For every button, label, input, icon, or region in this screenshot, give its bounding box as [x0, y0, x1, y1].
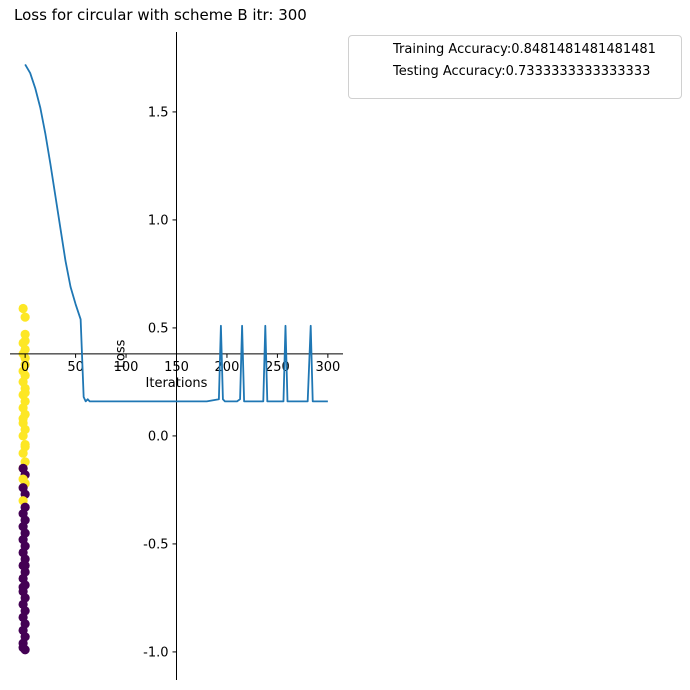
y-tick-label: 1.0 — [148, 213, 169, 228]
x-axis-label: Iterations — [146, 376, 208, 391]
x-tick-label: 300 — [315, 360, 340, 375]
y-tick-label: -0.5 — [143, 537, 168, 552]
legend: Training Accuracy:0.8481481481481481 Tes… — [348, 35, 682, 99]
legend-entry-training: Training Accuracy:0.8481481481481481 — [393, 42, 656, 57]
scatter-point — [18, 463, 28, 473]
scatter-layer — [18, 303, 30, 655]
loss-series-line — [24, 63, 328, 403]
axes-layer: 0 50 100 150 200 250 300-1.0-0.50.00.51.01.5It… — [10, 32, 343, 680]
scatter-point — [18, 582, 28, 592]
scatter-point — [18, 303, 28, 314]
scatter-point — [20, 353, 30, 363]
scatter-point — [20, 388, 30, 398]
y-tick-label: 0.5 — [148, 321, 169, 336]
y-tick-label: 0.0 — [148, 429, 169, 444]
y-tick-label: -1.0 — [143, 645, 168, 660]
line-layer — [24, 63, 328, 403]
y-tick-label: 1.5 — [148, 105, 169, 120]
scatter-point — [18, 414, 28, 424]
scatter-point — [20, 442, 30, 452]
scatter-point — [18, 643, 28, 653]
y-axis-label: Loss — [114, 339, 129, 368]
scatter-point — [20, 560, 30, 571]
legend-entry-testing: Testing Accuracy:0.7333333333333333 — [393, 64, 651, 79]
x-tick-label: 100 — [114, 360, 139, 375]
chart-title: Loss for circular with scheme B itr: 300 — [14, 6, 307, 24]
x-tick-label: 150 — [164, 360, 189, 375]
x-tick-label: 50 — [67, 360, 84, 375]
scatter-point — [18, 431, 28, 441]
x-tick-label: 200 — [215, 360, 240, 375]
scatter-point — [20, 329, 30, 339]
x-tick-label: 0 — [21, 360, 29, 375]
scatter-point — [20, 312, 30, 322]
